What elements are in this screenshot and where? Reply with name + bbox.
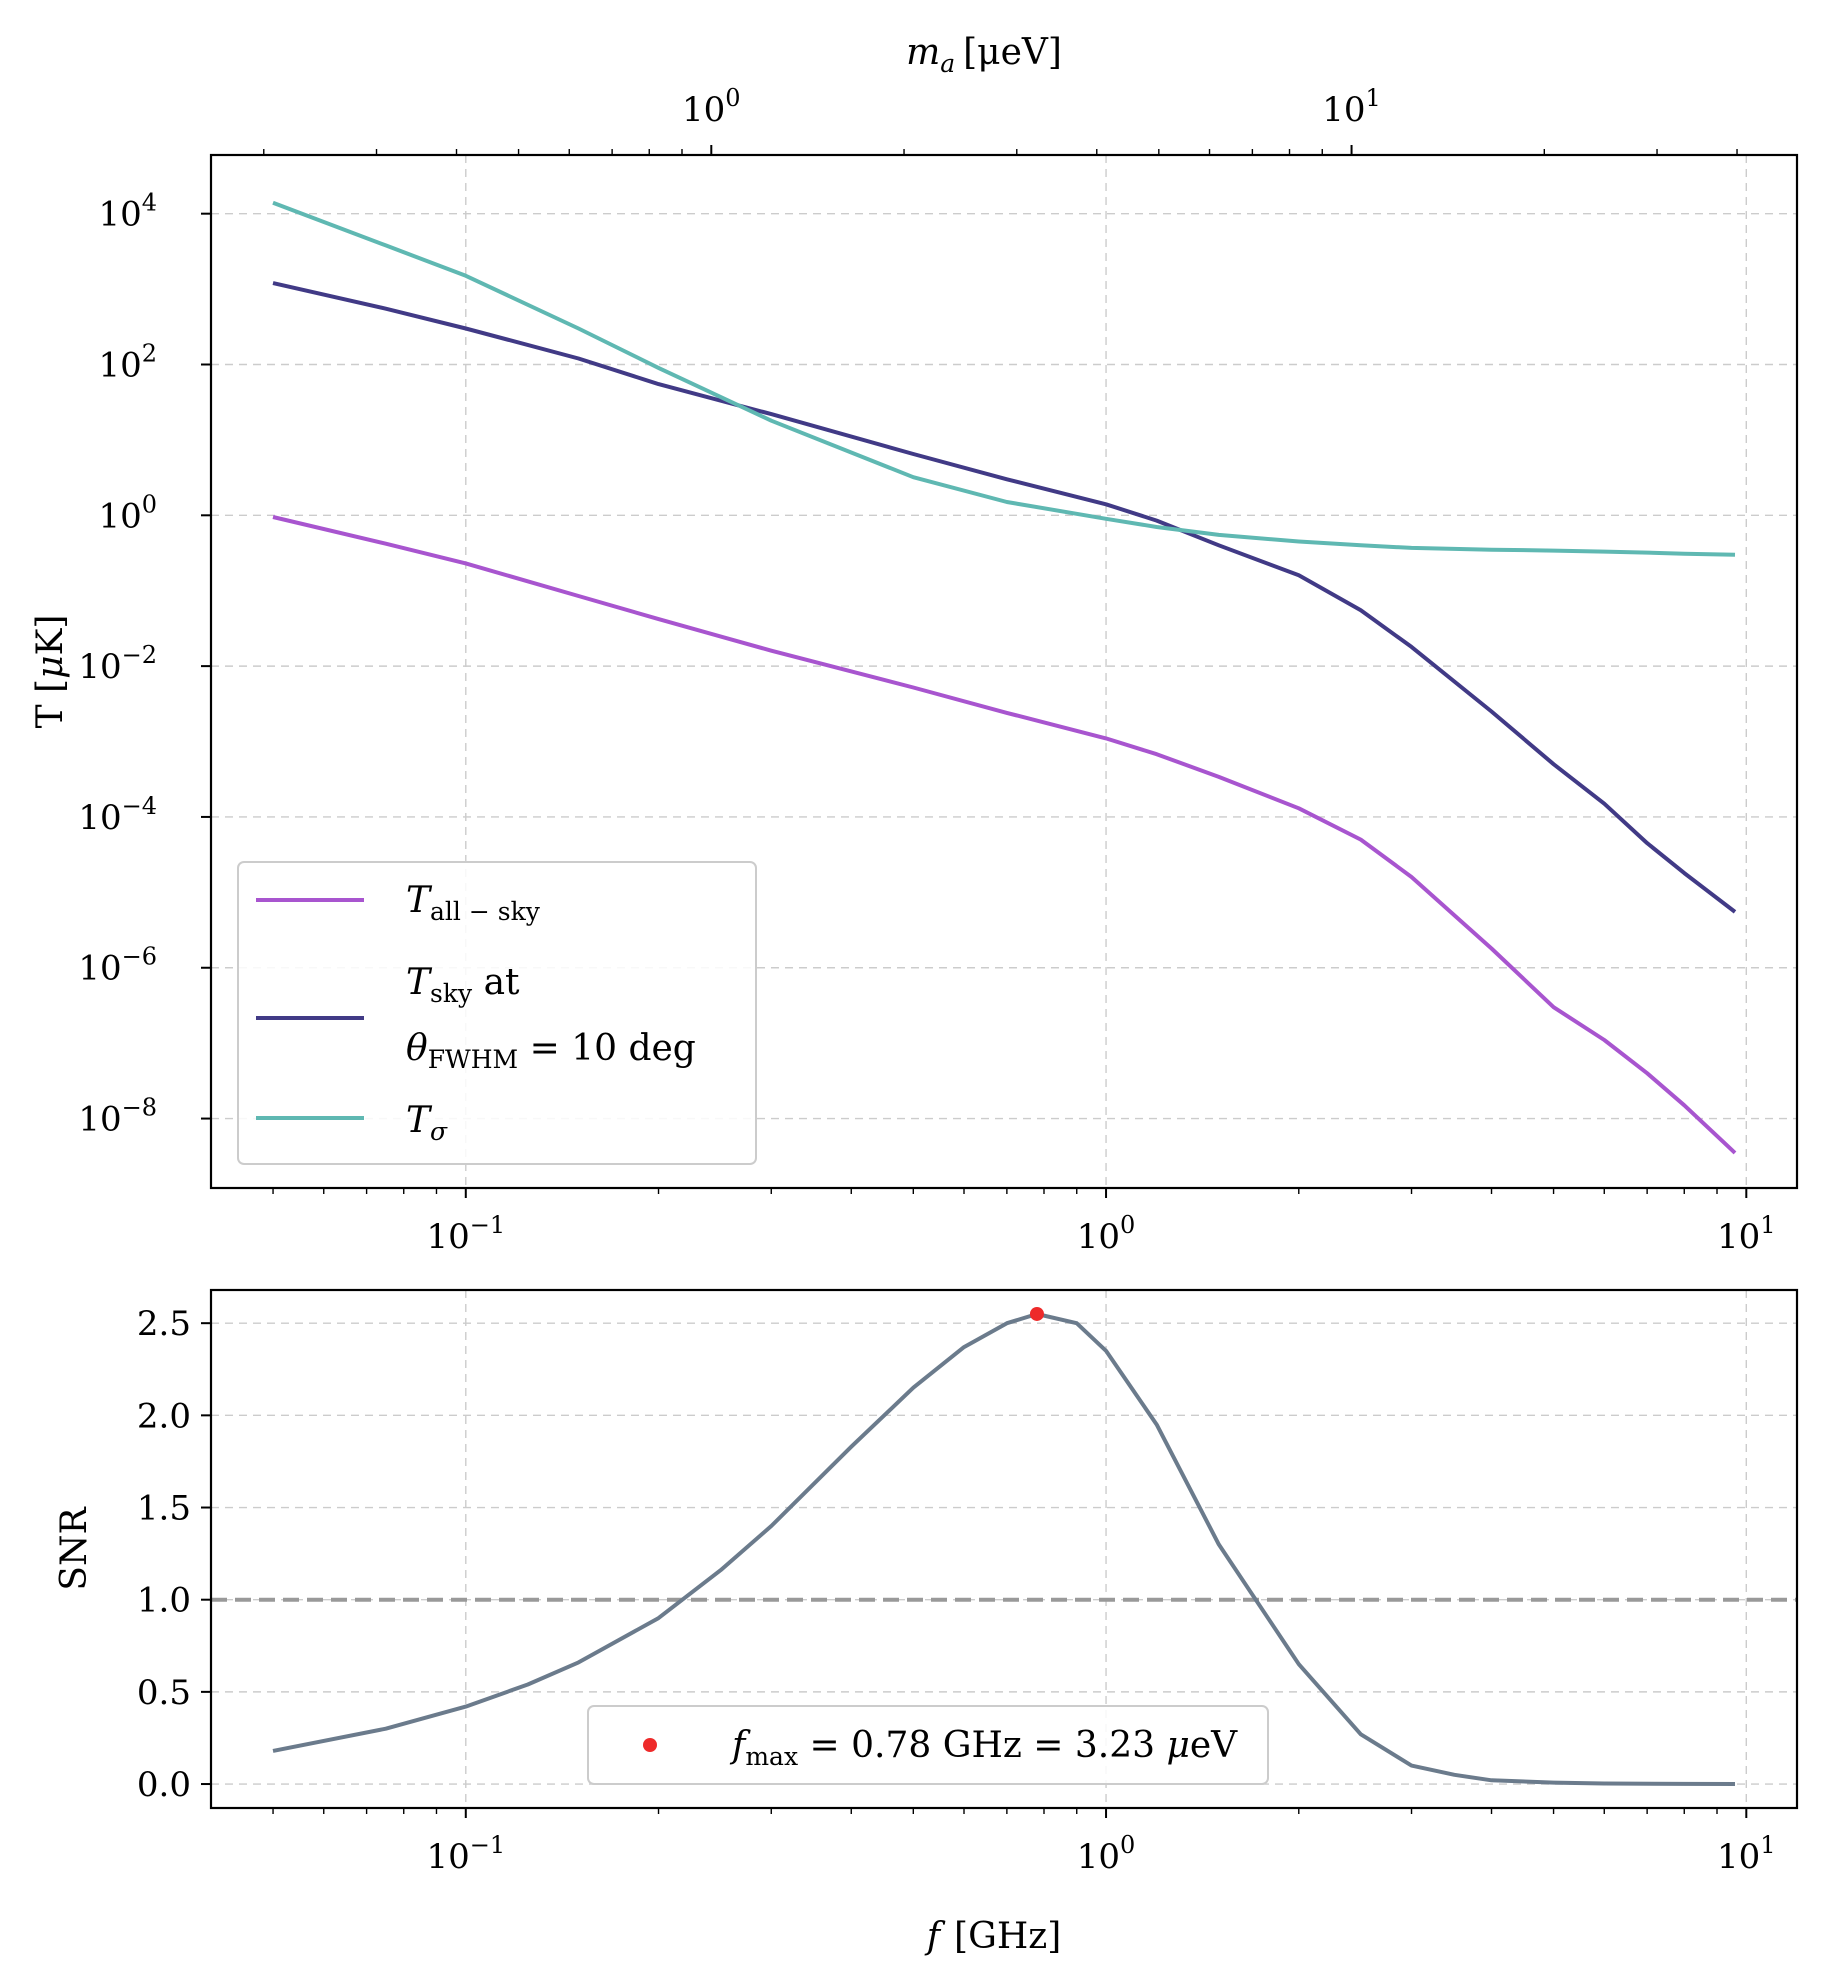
x-tick-label: 100 [1077,1211,1136,1257]
y-tick-label: 10−2 [78,641,157,687]
top-tick-label: 101 [1322,84,1381,130]
snr-x-tick-label: 10−1 [426,1831,505,1877]
snr-legend: fmax = 0.78 GHz = 3.23 μeV [587,1705,1269,1785]
snr-x-tick-label: 100 [1077,1831,1136,1877]
temperature-y-axis-label: T [μK] [30,615,71,729]
y-tick-label: 10−4 [78,792,157,838]
temperature-ticks: 10−1 100 101 104 102 100 10−2 10−4 10−6 10−8 100 10… [78,84,1775,1257]
legend-label-sigma: Tσ [406,1100,448,1146]
snr-y-tick-label: 0.5 [137,1673,191,1713]
snr-line [272,1312,1736,1786]
snr-series [211,1306,1797,1786]
snr-y-tick-label: 1.0 [137,1581,191,1621]
legend-label-all-sky: Tall − sky [406,880,541,926]
legend-label-sky-line2: θFWHM = 10 deg [406,1028,696,1074]
legend-label-sky-line1: Tsky at [406,962,520,1008]
legend-box [237,861,757,1165]
y-tick-label: 102 [98,339,157,385]
y-tick-label: 104 [98,189,157,235]
y-tick-label: 10−8 [78,1094,157,1140]
snr-legend-box [587,1705,1269,1785]
temperature-panel: 10−1 100 101 104 102 100 10−2 10−4 10−6 10−8 100 10… [30,32,1799,1257]
snr-y-tick-label: 0.0 [137,1765,191,1805]
y-tick-label: 100 [98,490,157,536]
series-line-0 [272,515,1737,1155]
snr-x-tick-label: 101 [1717,1831,1776,1877]
x-tick-label: 101 [1717,1211,1776,1257]
y-tick-label: 10−6 [78,943,157,989]
snr-y-tick-label: 2.0 [137,1396,191,1436]
snr-y-axis-label: SNR [54,1506,95,1590]
snr-y-tick-label: 1.5 [137,1489,191,1529]
legend-max-point-marker [643,1738,657,1752]
snr-ticks: 10−1 100 101 0.0 0.5 1.0 1.5 2.0 2.5 [137,1304,1776,1877]
top-tick-label: 100 [682,84,741,130]
snr-max-point [1029,1306,1044,1321]
legend-label-fmax: fmax = 0.78 GHz = 3.23 μeV [729,1725,1238,1771]
temperature-series [272,200,1737,1155]
snr-plot-frame [209,1288,1799,1810]
temperature-grid [211,155,1797,1188]
temperature-plot-frame [209,153,1799,1190]
mass-top-axis-label: ma [μeV] [906,32,1062,78]
temperature-legend: Tall − sky Tsky at θFWHM = 10 deg Tσ [237,861,757,1165]
x-tick-label: 10−1 [426,1211,505,1257]
series-line-2 [272,200,1736,557]
snr-y-tick-label: 2.5 [137,1304,191,1344]
frequency-x-axis-label: f [GHz] [924,1916,1062,1957]
